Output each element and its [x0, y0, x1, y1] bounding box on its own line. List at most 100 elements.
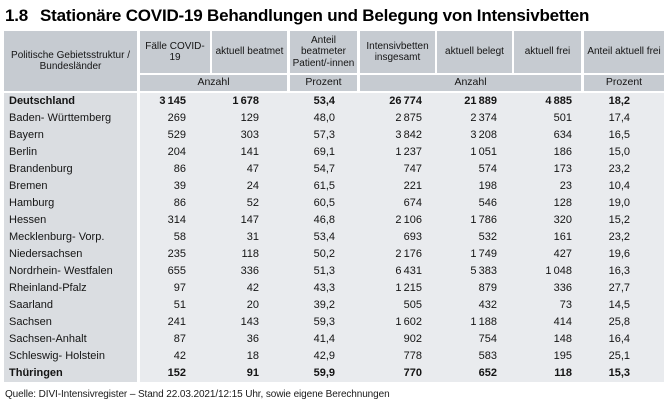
- value-cell: 4 885: [514, 93, 584, 110]
- value-cell: 36: [212, 331, 290, 348]
- value-cell: 1 048: [514, 263, 584, 280]
- region-name: Brandenburg: [4, 161, 140, 178]
- value-cell: 31: [212, 229, 290, 246]
- value-cell: 39: [140, 178, 212, 195]
- value-cell: 50,2: [290, 246, 360, 263]
- value-cell: 69,1: [290, 144, 360, 161]
- region-name: Niedersachsen: [4, 246, 140, 263]
- value-cell: 5 383: [437, 263, 514, 280]
- value-cell: 198: [437, 178, 514, 195]
- value-cell: 778: [360, 348, 437, 365]
- value-cell: 97: [140, 280, 212, 297]
- table-header: Politische Gebietsstruktur / Bundeslände…: [4, 31, 664, 93]
- region-name: Bayern: [4, 127, 140, 144]
- value-cell: 529: [140, 127, 212, 144]
- value-cell: 23,2: [584, 161, 664, 178]
- value-cell: 221: [360, 178, 437, 195]
- value-cell: 314: [140, 212, 212, 229]
- value-cell: 6 431: [360, 263, 437, 280]
- value-cell: 25,8: [584, 314, 664, 331]
- table-row: Brandenburg 86 47 54,7 747 574 173 23,2: [4, 161, 664, 178]
- value-cell: 15,2: [584, 212, 664, 229]
- region-name: Bremen: [4, 178, 140, 195]
- value-cell: 652: [437, 365, 514, 382]
- value-cell: 747: [360, 161, 437, 178]
- value-cell: 2 176: [360, 246, 437, 263]
- value-cell: 1 237: [360, 144, 437, 161]
- value-cell: 54,7: [290, 161, 360, 178]
- value-cell: 47: [212, 161, 290, 178]
- unit-header-anzahl-1: Anzahl: [140, 75, 290, 93]
- value-cell: 52: [212, 195, 290, 212]
- value-cell: 42: [140, 348, 212, 365]
- unit-header-prozent-1: Prozent: [290, 75, 360, 93]
- value-cell: 195: [514, 348, 584, 365]
- table-row: Saarland 51 20 39,2 505 432 73 14,5: [4, 297, 664, 314]
- value-cell: 546: [437, 195, 514, 212]
- title-text: Stationäre COVID-19 Behandlungen und Bel…: [40, 6, 590, 25]
- region-name: Berlin: [4, 144, 140, 161]
- value-cell: 118: [212, 246, 290, 263]
- value-cell: 27,7: [584, 280, 664, 297]
- table-row: Sachsen 241 143 59,3 1 602 1 188 414 25,8: [4, 314, 664, 331]
- value-cell: 51: [140, 297, 212, 314]
- region-name: Saarland: [4, 297, 140, 314]
- value-cell: 2 875: [360, 110, 437, 127]
- value-cell: 1 051: [437, 144, 514, 161]
- col-header-currently-occupied: aktuell belegt: [437, 31, 514, 75]
- value-cell: 23: [514, 178, 584, 195]
- value-cell: 1 678: [212, 93, 290, 110]
- value-cell: 1 602: [360, 314, 437, 331]
- value-cell: 148: [514, 331, 584, 348]
- value-cell: 86: [140, 195, 212, 212]
- region-name: Deutschland: [4, 93, 140, 110]
- value-cell: 16,5: [584, 127, 664, 144]
- value-cell: 23,2: [584, 229, 664, 246]
- value-cell: 57,3: [290, 127, 360, 144]
- table-row: Berlin 204 141 69,1 1 237 1 051 186 15,0: [4, 144, 664, 161]
- value-cell: 15,0: [584, 144, 664, 161]
- source-note: Quelle: DIVI-Intensivregister – Stand 22…: [5, 389, 390, 400]
- region-name: Baden- Württemberg: [4, 110, 140, 127]
- value-cell: 118: [514, 365, 584, 382]
- value-cell: 15,3: [584, 365, 664, 382]
- value-cell: 16,4: [584, 331, 664, 348]
- value-cell: 655: [140, 263, 212, 280]
- col-header-share-free: Anteil aktuell frei: [584, 31, 664, 75]
- value-cell: 3 842: [360, 127, 437, 144]
- value-cell: 25,1: [584, 348, 664, 365]
- table-row: Hessen 314 147 46,8 2 106 1 786 320 15,2: [4, 212, 664, 229]
- col-header-currently-free: aktuell frei: [514, 31, 584, 75]
- value-cell: 46,8: [290, 212, 360, 229]
- table-row: Baden- Württemberg 269 129 48,0 2 875 2 374 50…: [4, 110, 664, 127]
- value-cell: 91: [212, 365, 290, 382]
- value-cell: 19,6: [584, 246, 664, 263]
- value-cell: 21 889: [437, 93, 514, 110]
- unit-header-prozent-2: Prozent: [584, 75, 664, 93]
- value-cell: 24: [212, 178, 290, 195]
- value-cell: 42,9: [290, 348, 360, 365]
- unit-header-anzahl-2: Anzahl: [360, 75, 584, 93]
- region-name: Thüringen: [4, 365, 140, 382]
- value-cell: 73: [514, 297, 584, 314]
- value-cell: 86: [140, 161, 212, 178]
- value-cell: 59,3: [290, 314, 360, 331]
- value-cell: 879: [437, 280, 514, 297]
- value-cell: 20: [212, 297, 290, 314]
- col-header-share-ventilated: Anteil beatmeter Patient/-innen: [290, 31, 360, 75]
- col-header-covid-cases: Fälle COVID-19: [140, 31, 212, 75]
- value-cell: 432: [437, 297, 514, 314]
- value-cell: 141: [212, 144, 290, 161]
- region-name: Schleswig- Holstein: [4, 348, 140, 365]
- covid-intensive-care-table: Politische Gebietsstruktur / Bundeslände…: [4, 31, 664, 382]
- value-cell: 53,4: [290, 93, 360, 110]
- value-cell: 427: [514, 246, 584, 263]
- value-cell: 414: [514, 314, 584, 331]
- table-row: Hamburg 86 52 60,5 674 546 128 19,0: [4, 195, 664, 212]
- table-row: Rheinland-Pfalz 97 42 43,3 1 215 879 336 27,7: [4, 280, 664, 297]
- value-cell: 532: [437, 229, 514, 246]
- value-cell: 60,5: [290, 195, 360, 212]
- table-row: Bayern 529 303 57,3 3 842 3 208 634 16,5: [4, 127, 664, 144]
- value-cell: 241: [140, 314, 212, 331]
- value-cell: 770: [360, 365, 437, 382]
